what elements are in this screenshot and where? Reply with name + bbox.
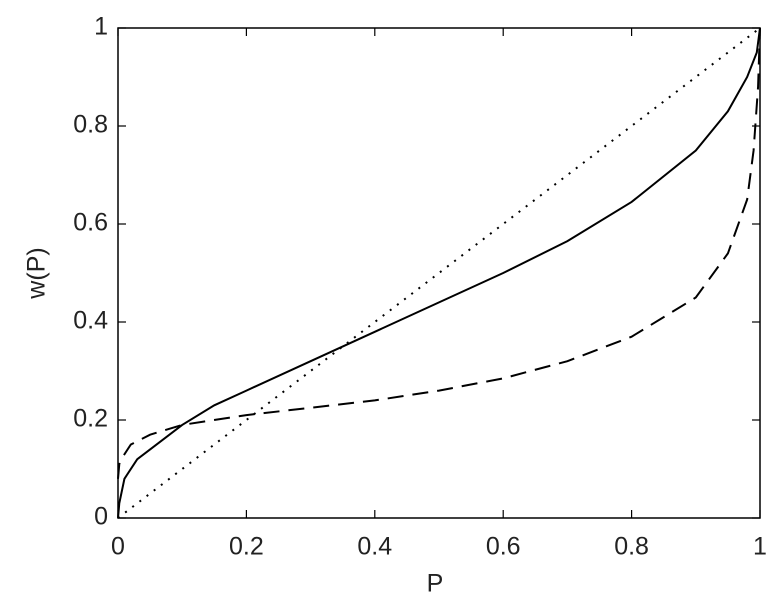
x-tick-label: 1 bbox=[753, 533, 767, 561]
y-tick-label: 0.8 bbox=[73, 111, 108, 139]
y-tick-label: 1 bbox=[94, 13, 108, 41]
x-tick-label: 0.4 bbox=[357, 533, 392, 561]
y-tick-label: 0.6 bbox=[73, 209, 108, 237]
plot-frame bbox=[117, 27, 761, 519]
y-tick-label: 0.4 bbox=[73, 307, 108, 335]
line-series bbox=[117, 27, 761, 479]
x-tick-label: 0.2 bbox=[229, 533, 264, 561]
y-tick-label: 0 bbox=[94, 503, 108, 531]
y-tick-label: 0.2 bbox=[73, 405, 108, 433]
line-series bbox=[117, 27, 761, 519]
x-tick-label: 0.6 bbox=[486, 533, 521, 561]
x-tick-label: 0 bbox=[111, 533, 125, 561]
line-series bbox=[117, 27, 761, 519]
y-axis-label: w(P) bbox=[23, 247, 51, 299]
x-tick-label: 0.8 bbox=[614, 533, 649, 561]
x-axis-label: P bbox=[427, 570, 444, 598]
